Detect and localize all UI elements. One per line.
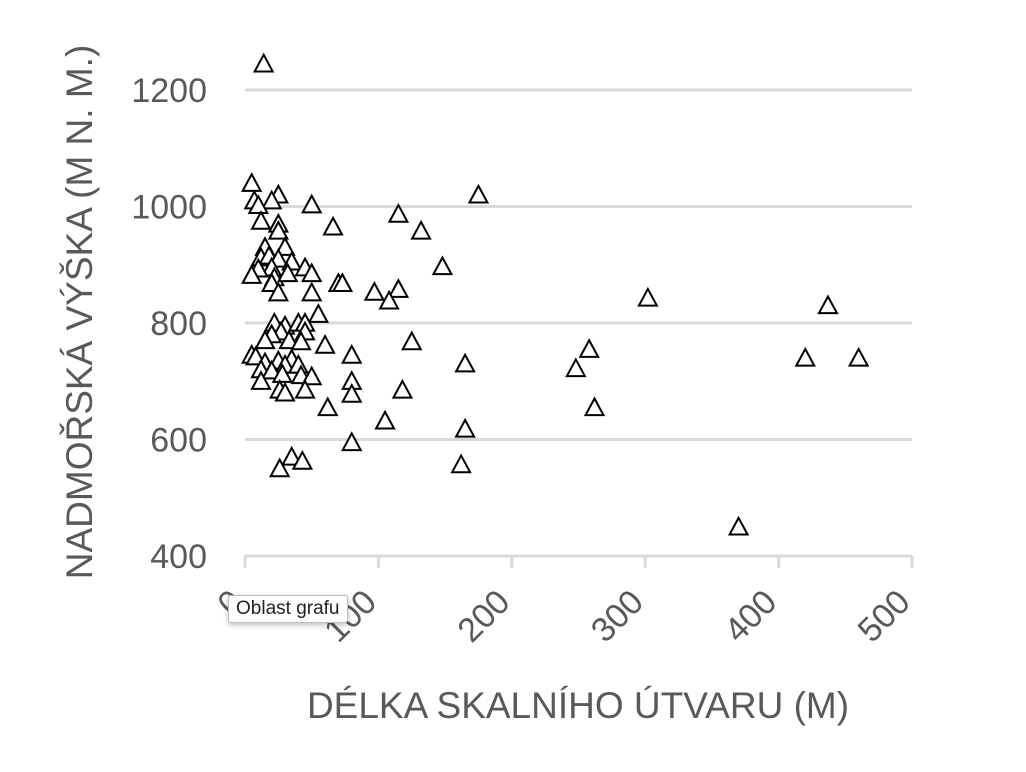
data-point — [450, 453, 472, 474]
data-point — [277, 262, 299, 283]
data-point — [727, 515, 750, 536]
data-point — [565, 357, 587, 378]
data-point — [274, 381, 296, 402]
data-point — [363, 281, 386, 301]
data-point — [401, 330, 423, 351]
data-point — [583, 396, 606, 417]
data-point — [467, 183, 490, 204]
data-point — [331, 272, 354, 293]
y-tick-labels: 400 600 800 1000 1200 — [131, 72, 207, 576]
data-point — [454, 352, 476, 373]
x-tick-label: 300 — [584, 583, 651, 650]
data-point — [374, 409, 396, 430]
data-point — [847, 346, 870, 367]
data-point — [281, 445, 303, 466]
data-point — [301, 365, 323, 386]
data-point — [250, 209, 272, 230]
y-tick-label: 400 — [150, 538, 207, 576]
data-point — [431, 255, 454, 276]
data-point — [261, 359, 283, 380]
data-point — [294, 378, 316, 399]
data-point — [307, 303, 330, 323]
chart-area-tooltip: Oblast grafu — [228, 595, 348, 623]
x-tick-label: 500 — [851, 583, 918, 650]
data-point — [247, 194, 270, 214]
x-axis — [243, 554, 914, 568]
data-point — [278, 329, 300, 350]
data-point — [301, 262, 323, 283]
data-point — [252, 52, 275, 73]
data-point — [250, 370, 272, 390]
x-axis-title: DÉLKA SKALNÍHO ÚTVARU (M) — [307, 685, 849, 726]
x-tick-label: 200 — [450, 583, 517, 650]
data-point — [391, 378, 414, 399]
data-point — [317, 396, 339, 417]
y-tick-label: 600 — [150, 422, 207, 460]
data-point — [240, 172, 263, 192]
data-point — [301, 193, 323, 214]
gridlines — [245, 88, 912, 441]
data-point — [387, 202, 410, 223]
data-points — [240, 52, 870, 536]
data-point — [817, 294, 839, 315]
data-point — [387, 278, 410, 298]
y-tick-label: 800 — [150, 305, 207, 343]
data-point — [637, 286, 659, 307]
data-point — [261, 189, 283, 210]
data-point — [267, 219, 290, 240]
data-point — [240, 264, 263, 284]
data-point — [322, 215, 344, 236]
y-tick-label: 1000 — [131, 189, 207, 227]
data-point — [341, 343, 363, 364]
data-point — [291, 449, 314, 470]
data-point — [290, 330, 312, 351]
data-point — [274, 236, 296, 256]
data-point — [271, 363, 294, 383]
data-point — [254, 329, 276, 350]
data-point — [378, 289, 400, 310]
y-axis-title: NADMOŘSKÁ VÝŠKA (M N. M.) — [59, 45, 100, 580]
x-tick-label: 400 — [717, 583, 784, 650]
data-point — [794, 346, 816, 367]
data-point — [578, 338, 600, 358]
data-point — [267, 281, 290, 302]
data-point — [314, 334, 336, 354]
data-point — [454, 417, 476, 438]
data-point — [410, 219, 432, 240]
y-tick-label: 1200 — [131, 72, 207, 110]
data-point — [341, 382, 363, 403]
data-point — [341, 431, 363, 452]
data-point — [269, 457, 291, 478]
data-point — [301, 281, 323, 302]
